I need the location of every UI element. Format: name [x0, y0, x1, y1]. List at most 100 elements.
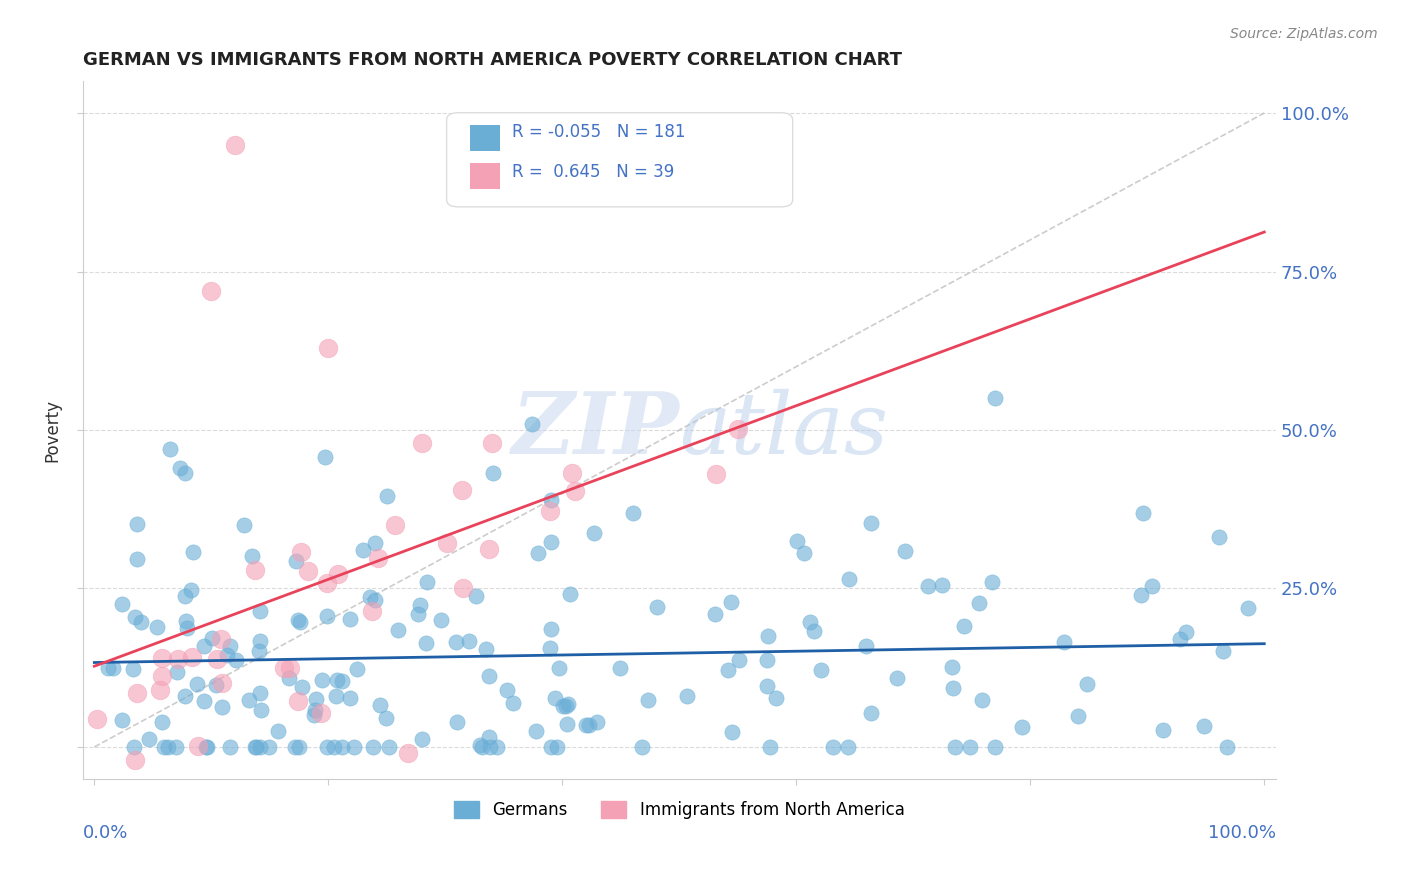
Point	[384, 517, 406, 532]
Point	[249, 634, 271, 648]
Point	[465, 589, 488, 603]
Point	[475, 641, 498, 656]
Point	[540, 492, 562, 507]
Point	[981, 575, 1004, 590]
Point	[471, 739, 494, 754]
Point	[257, 739, 280, 754]
Point	[285, 554, 308, 568]
Point	[1174, 624, 1197, 639]
Point	[838, 572, 860, 586]
Point	[305, 692, 328, 706]
Point	[238, 692, 260, 706]
Point	[415, 635, 437, 649]
Point	[548, 661, 571, 675]
Point	[359, 590, 381, 604]
Text: atlas: atlas	[679, 389, 889, 471]
Point	[361, 739, 384, 754]
Point	[676, 690, 699, 704]
Point	[174, 466, 197, 480]
Point	[211, 699, 233, 714]
Point	[943, 739, 966, 754]
Point	[215, 648, 238, 662]
Point	[793, 546, 815, 560]
Bar	[471, 125, 501, 151]
Point	[209, 632, 232, 646]
Text: ZIP: ZIP	[512, 388, 679, 472]
Point	[1212, 644, 1234, 658]
Point	[330, 673, 353, 688]
Point	[411, 435, 433, 450]
Point	[524, 723, 547, 738]
Point	[1237, 600, 1260, 615]
Point	[149, 682, 172, 697]
Point	[631, 739, 654, 754]
Point	[315, 739, 337, 754]
Point	[111, 598, 134, 612]
Point	[1215, 739, 1237, 754]
Point	[176, 621, 198, 635]
Point	[224, 137, 246, 152]
Point	[326, 567, 349, 582]
Bar	[471, 163, 501, 189]
Point	[482, 466, 505, 480]
Point	[444, 634, 467, 648]
Point	[538, 504, 561, 518]
Point	[478, 669, 501, 683]
Point	[860, 706, 883, 720]
Point	[451, 581, 474, 595]
Point	[717, 663, 740, 677]
Point	[309, 706, 332, 720]
Point	[720, 594, 742, 608]
Point	[138, 731, 160, 746]
Point	[201, 631, 224, 645]
Point	[727, 652, 749, 666]
FancyBboxPatch shape	[447, 112, 793, 207]
Point	[755, 679, 778, 693]
Point	[166, 665, 188, 679]
Point	[352, 543, 374, 558]
Point	[249, 739, 271, 754]
Point	[287, 613, 309, 627]
Point	[247, 644, 270, 658]
Point	[544, 691, 567, 706]
Point	[86, 712, 108, 726]
Point	[290, 615, 312, 629]
Point	[346, 662, 368, 676]
Legend: Germans, Immigrants from North America: Germans, Immigrants from North America	[447, 795, 911, 826]
Point	[496, 682, 519, 697]
Point	[485, 739, 508, 754]
Point	[174, 589, 197, 603]
Point	[339, 612, 361, 626]
Point	[561, 466, 583, 480]
Point	[941, 660, 963, 674]
Point	[122, 739, 145, 754]
Point	[195, 739, 218, 754]
Point	[575, 718, 598, 732]
Point	[205, 678, 228, 692]
Point	[193, 640, 215, 654]
Point	[583, 526, 606, 541]
Point	[959, 739, 981, 754]
Point	[169, 460, 191, 475]
Point	[342, 739, 364, 754]
Point	[200, 284, 222, 298]
Point	[522, 417, 544, 431]
Text: Source: ZipAtlas.com: Source: ZipAtlas.com	[1230, 27, 1378, 41]
Point	[1067, 708, 1090, 723]
Point	[249, 703, 271, 717]
Point	[127, 551, 149, 566]
Point	[837, 739, 859, 754]
Point	[304, 704, 326, 718]
Point	[1132, 506, 1154, 520]
Point	[375, 489, 398, 503]
Point	[290, 545, 312, 559]
Point	[477, 542, 499, 557]
Point	[810, 663, 832, 677]
Point	[478, 739, 501, 754]
Point	[1208, 530, 1230, 544]
Point	[297, 564, 319, 578]
Point	[984, 739, 1007, 754]
Point	[893, 544, 915, 558]
Point	[538, 640, 561, 655]
Point	[540, 622, 562, 636]
